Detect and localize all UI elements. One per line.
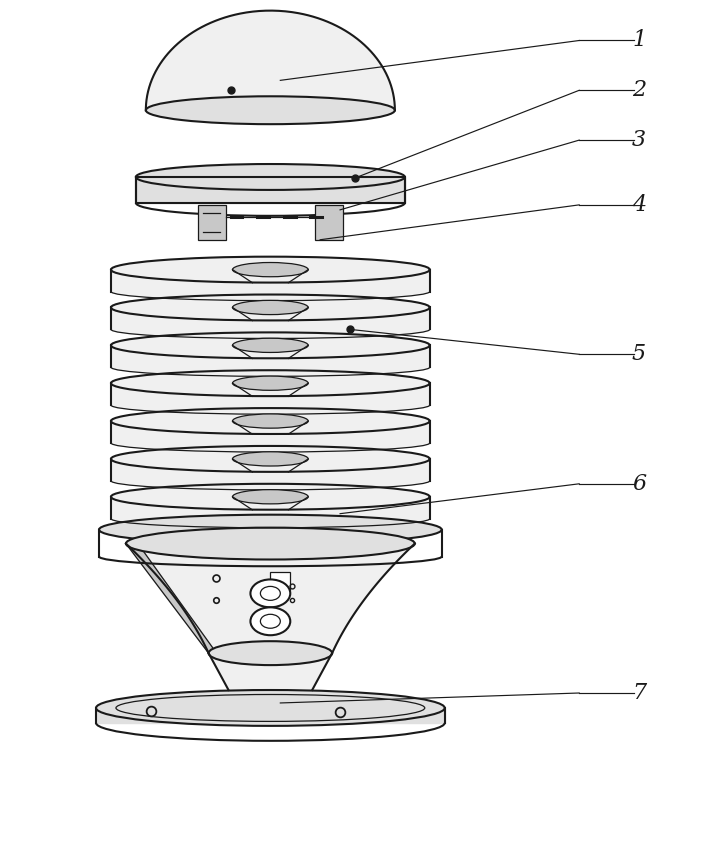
Ellipse shape [250, 580, 290, 607]
Ellipse shape [232, 301, 308, 314]
FancyBboxPatch shape [197, 205, 226, 239]
Polygon shape [111, 484, 430, 528]
Text: 5: 5 [632, 343, 646, 365]
Text: 4: 4 [632, 194, 646, 216]
Polygon shape [146, 10, 395, 111]
Ellipse shape [126, 528, 415, 560]
Text: 7: 7 [632, 682, 646, 704]
Ellipse shape [111, 408, 430, 434]
Ellipse shape [111, 257, 430, 283]
Ellipse shape [232, 490, 308, 504]
Ellipse shape [136, 164, 405, 190]
Ellipse shape [111, 295, 430, 321]
Ellipse shape [232, 263, 308, 276]
Polygon shape [111, 333, 430, 377]
Ellipse shape [232, 414, 308, 429]
FancyBboxPatch shape [315, 205, 343, 239]
Ellipse shape [99, 515, 442, 544]
Polygon shape [111, 257, 430, 301]
Ellipse shape [111, 333, 430, 359]
Ellipse shape [209, 641, 332, 665]
Bar [270, 573, 290, 590]
Text: 1: 1 [632, 29, 646, 52]
Ellipse shape [111, 371, 430, 396]
Ellipse shape [232, 338, 308, 353]
Ellipse shape [96, 690, 445, 726]
Polygon shape [111, 408, 430, 452]
Polygon shape [96, 708, 445, 723]
Ellipse shape [232, 452, 308, 466]
Text: 6: 6 [632, 473, 646, 495]
Polygon shape [209, 653, 332, 690]
Ellipse shape [250, 607, 290, 635]
Polygon shape [126, 543, 415, 653]
Polygon shape [111, 371, 430, 414]
Ellipse shape [111, 446, 430, 472]
Polygon shape [111, 446, 430, 490]
Ellipse shape [232, 376, 308, 391]
Text: 3: 3 [632, 129, 646, 151]
Polygon shape [111, 295, 430, 339]
Text: 2: 2 [632, 79, 646, 101]
Polygon shape [126, 543, 216, 653]
Polygon shape [136, 177, 405, 203]
Ellipse shape [111, 484, 430, 510]
Ellipse shape [146, 96, 395, 124]
